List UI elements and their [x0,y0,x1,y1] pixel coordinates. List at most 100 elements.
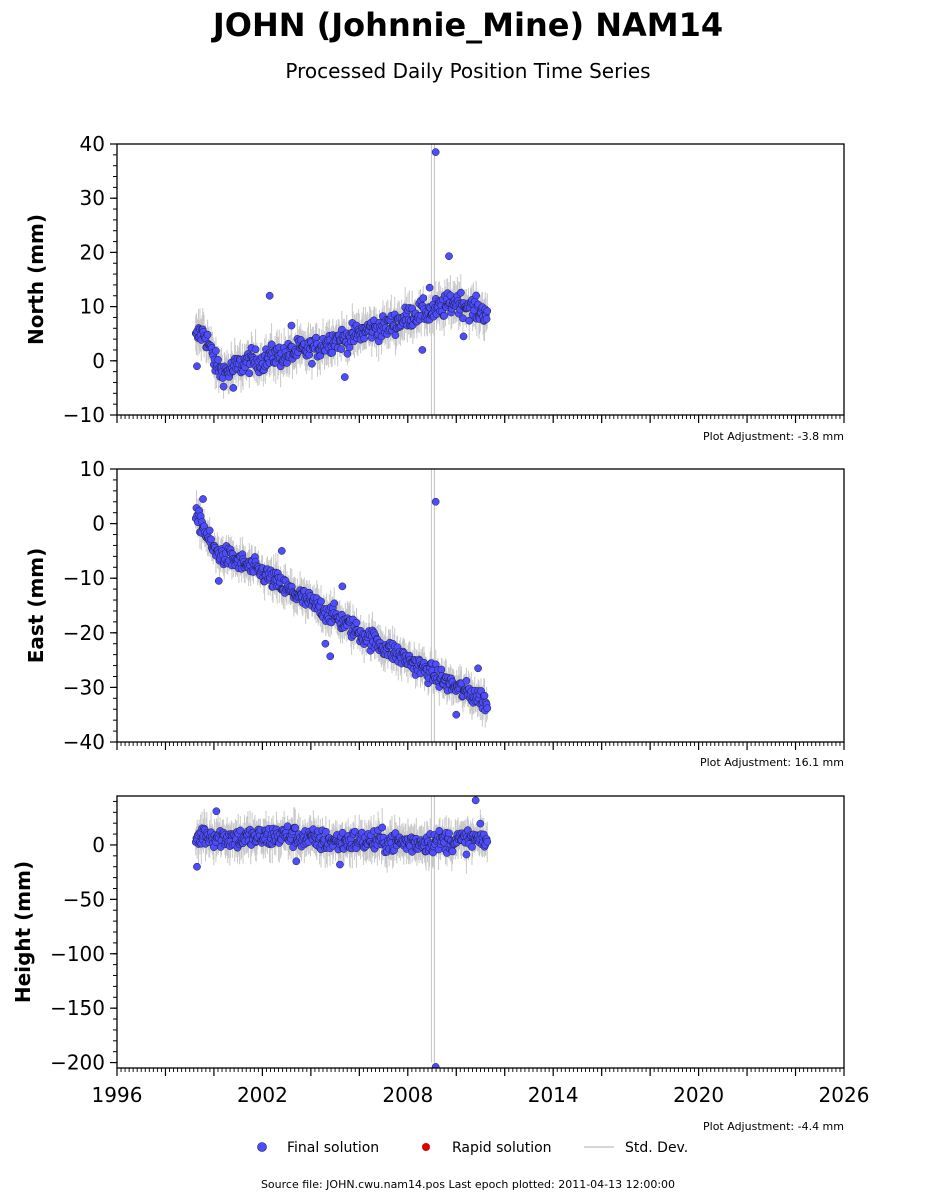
panel-1: −40 −30 −20 −10 0 10 East (mm) Plot Adjustment:… [24,457,845,769]
data-point [480,691,489,700]
data-point [317,597,325,606]
data-point [391,331,400,340]
data-point-outlier [214,577,223,585]
y-tick-label: 0 [92,833,105,857]
data-point-outlier [445,252,453,261]
data-point-outlier [193,862,201,871]
y-tick-label: −100 [50,942,105,966]
x-tick-label: 2002 [237,1083,288,1107]
data-point [419,294,428,302]
data-point-outlier [326,652,335,661]
y-tick-label: 10 [80,295,105,319]
data-point-outlier [452,710,461,719]
data-point [360,334,368,343]
chart-title: JOHN (Johnnie_Mine) NAM14 [211,6,723,44]
data-point-outlier [474,664,482,673]
plot-adjustment-label: Plot Adjustment: -3.8 mm [703,430,844,443]
data-point-outlier [425,283,434,292]
data-point [291,823,300,832]
data-point [207,535,215,544]
data-layer-2 [191,796,492,1068]
data-point [378,823,387,832]
data-point [462,676,471,685]
data-point-outlier [340,373,349,381]
x-tick-label: 2008 [382,1083,433,1107]
y-tick-label: −50 [63,887,105,911]
data-point [245,369,254,378]
y-tick-label: 30 [80,186,105,210]
data-point [483,837,492,846]
data-point [251,345,260,354]
data-point-outlier [277,547,286,555]
data-point-outlier [431,148,440,156]
y-tick-label: −150 [50,996,105,1020]
x-tick-label: 2020 [673,1083,724,1107]
data-point [205,526,214,535]
data-point-outlier [265,291,274,300]
data-point-outlier [193,362,201,371]
data-layer-0 [191,144,492,415]
legend-final-label: Final solution [287,1140,379,1156]
panel-2: −200 −150 −100 −50 0 1996 2002 2008 2014 2020 2026… [11,795,870,1133]
y-axis-label: Height (mm) [11,861,35,1003]
plot-adjustment-label: Plot Adjustment: -4.4 mm [703,1120,844,1133]
legend: Final solution Rapid solution Std. Dev. [257,1140,688,1156]
data-point [445,829,453,838]
data-point [476,819,485,828]
data-point [462,850,471,859]
y-tick-label: 0 [92,349,105,373]
legend-rapid-marker [422,1143,430,1151]
data-point-outlier [199,495,207,503]
data-point-outlier [229,384,238,392]
data-point [468,843,476,851]
data-point [322,827,330,836]
data-point [212,346,220,355]
x-tick-label: 2026 [819,1083,870,1107]
x-tick-label: 1996 [92,1083,143,1107]
legend-final-marker [257,1142,267,1152]
data-point-outlier [338,582,347,591]
data-point [308,359,316,368]
data-point [267,340,276,349]
y-tick-label: −40 [63,730,105,754]
data-point [337,345,346,353]
data-point-outlier [212,807,221,816]
plot-adjustment-label: Plot Adjustment: 16.1 mm [700,756,844,769]
data-point-outlier [418,346,427,354]
x-tick-label: 2014 [528,1083,579,1107]
y-axis-label: North (mm) [24,214,48,345]
data-point [203,330,212,339]
panel-0: −10 0 10 20 30 40 North (mm) Plot Adjustment: -… [24,132,845,443]
data-point [352,618,361,627]
y-tick-label: 0 [92,512,105,536]
y-tick-label: −10 [63,566,105,590]
y-axis-label: East (mm) [24,548,48,664]
y-tick-label: −20 [63,621,105,645]
y-tick-label: 40 [80,132,105,156]
data-point [214,355,222,364]
chart-subtitle: Processed Daily Position Time Series [285,59,650,83]
y-tick-label: −200 [50,1051,105,1075]
data-point-outlier [336,860,344,869]
data-point-outlier [459,332,468,341]
y-tick-label: 20 [80,240,105,264]
y-tick-label: −10 [63,403,105,427]
data-point [483,704,492,713]
data-point-outlier [321,639,330,648]
data-point [330,599,339,608]
data-point [483,307,492,315]
y-tick-label: −30 [63,675,105,699]
data-point [435,827,444,835]
data-point [456,288,465,297]
data-point [482,315,491,323]
data-point-outlier [431,1063,440,1068]
data-point-outlier [287,321,296,330]
data-point [219,382,228,391]
data-point [328,348,336,357]
data-point [472,291,481,300]
legend-std-label: Std. Dev. [625,1140,688,1156]
data-point-outlier [431,497,440,506]
legend-rapid-label: Rapid solution [452,1140,552,1156]
